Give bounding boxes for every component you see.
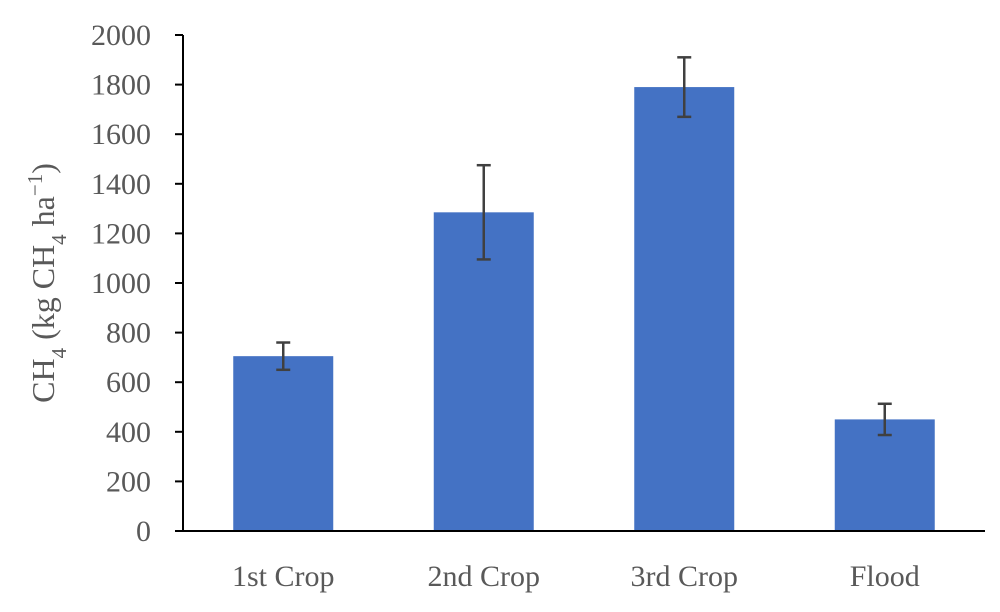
y-axis-label-part: 4 (47, 234, 71, 245)
bars (233, 87, 935, 531)
x-category-label: Flood (850, 560, 920, 593)
y-tick-label: 0 (136, 515, 151, 548)
error-bar (476, 163, 491, 261)
x-category-label: 3rd Crop (631, 560, 739, 593)
error-bars (276, 56, 892, 437)
y-axis-label-part: 4 (47, 347, 71, 358)
bar (433, 212, 534, 531)
error-bar (877, 402, 892, 437)
bar (834, 419, 935, 531)
y-tick-label: 600 (106, 366, 151, 399)
y-axis-label-part: ) (25, 163, 61, 174)
y-axis-title: CH4 (kg CH4 ha−1) (23, 163, 71, 403)
y-tick-label: 400 (106, 416, 151, 449)
y-tick-label: 800 (106, 317, 151, 350)
bar (233, 356, 334, 531)
y-tick-label: 1000 (91, 267, 151, 300)
y-axis-label-part: (kg CH (25, 245, 61, 348)
x-category-label: 2nd Crop (428, 560, 541, 593)
x-category-label: 1st Crop (232, 560, 335, 593)
x-axis-labels: 1st Crop 2nd Crop 3rd Crop Flood (232, 560, 920, 593)
y-axis-ticks: 0 200 400 600 800 1000 1200 1400 1600 1800 2000 (91, 19, 183, 548)
y-axis-label-part: −1 (23, 174, 47, 196)
y-tick-label: 1600 (91, 118, 151, 151)
y-tick-label: 2000 (91, 19, 151, 52)
y-axis-label: CH4 (kg CH4 ha−1) (23, 163, 71, 403)
y-tick-label: 200 (106, 465, 151, 498)
y-tick-label: 1400 (91, 168, 151, 201)
bar (634, 87, 735, 531)
error-bar (677, 56, 692, 119)
y-tick-label: 1800 (91, 69, 151, 102)
y-axis-label-part: ha (25, 196, 61, 234)
y-axis-label-part: CH (25, 358, 61, 402)
y-tick-label: 1200 (91, 217, 151, 250)
error-bar (276, 341, 291, 372)
